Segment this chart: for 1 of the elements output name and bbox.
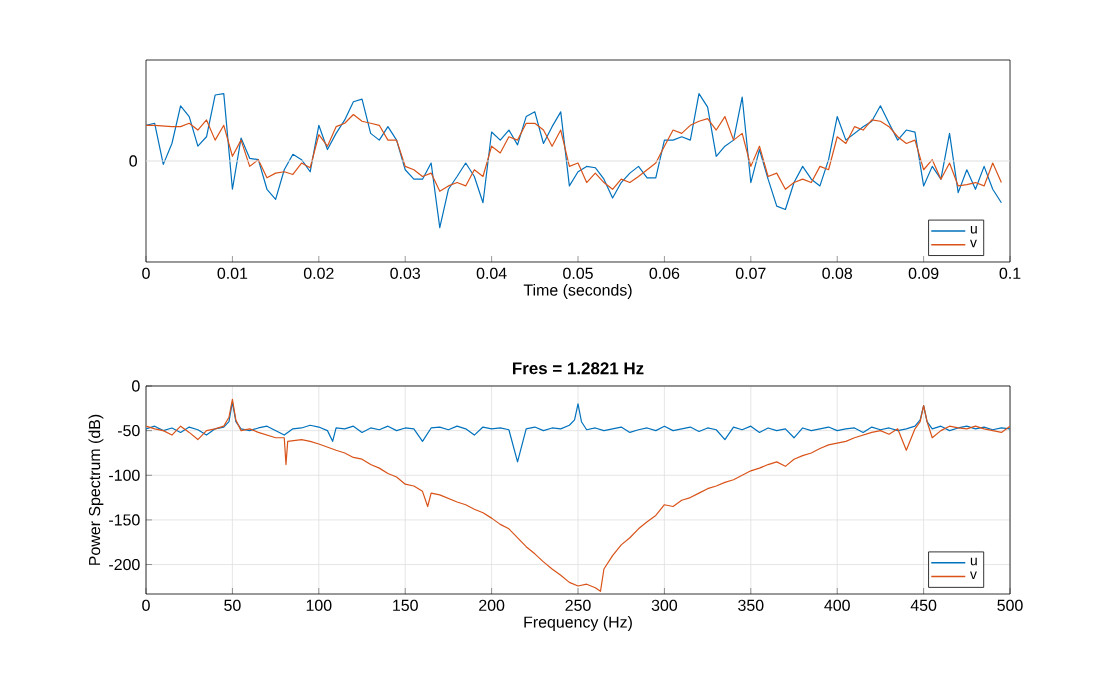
chart-title: Fres = 1.2821 Hz	[512, 362, 644, 375]
